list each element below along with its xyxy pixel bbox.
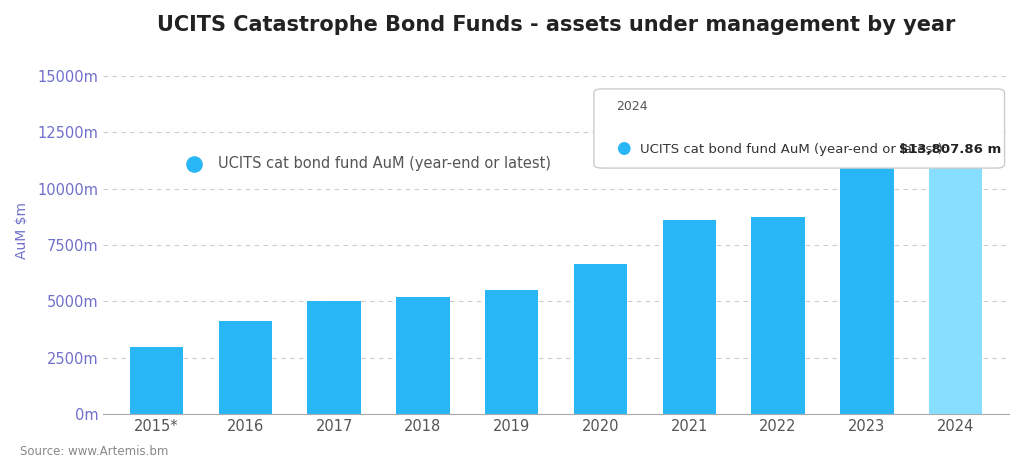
Bar: [663, 220, 716, 414]
Bar: [573, 264, 627, 414]
Bar: [485, 290, 539, 414]
Bar: [307, 301, 360, 414]
Y-axis label: AuM $m: AuM $m: [15, 202, 29, 259]
Text: ●: ●: [616, 139, 631, 157]
Bar: [130, 347, 183, 414]
Bar: [752, 217, 805, 414]
Text: UCITS cat bond fund AuM (year-end or latest):: UCITS cat bond fund AuM (year-end or lat…: [640, 143, 951, 156]
Legend: UCITS cat bond fund AuM (year-end or latest): UCITS cat bond fund AuM (year-end or lat…: [174, 150, 556, 177]
Text: $13,807.86 m: $13,807.86 m: [899, 143, 1001, 156]
Title: UCITS Catastrophe Bond Funds - assets under management by year: UCITS Catastrophe Bond Funds - assets un…: [157, 15, 955, 35]
Bar: [841, 169, 894, 414]
Text: Source: www.Artemis.bm: Source: www.Artemis.bm: [20, 445, 169, 458]
Text: 2024: 2024: [616, 100, 648, 113]
Bar: [396, 297, 450, 414]
Bar: [929, 103, 982, 414]
Bar: [219, 321, 272, 414]
